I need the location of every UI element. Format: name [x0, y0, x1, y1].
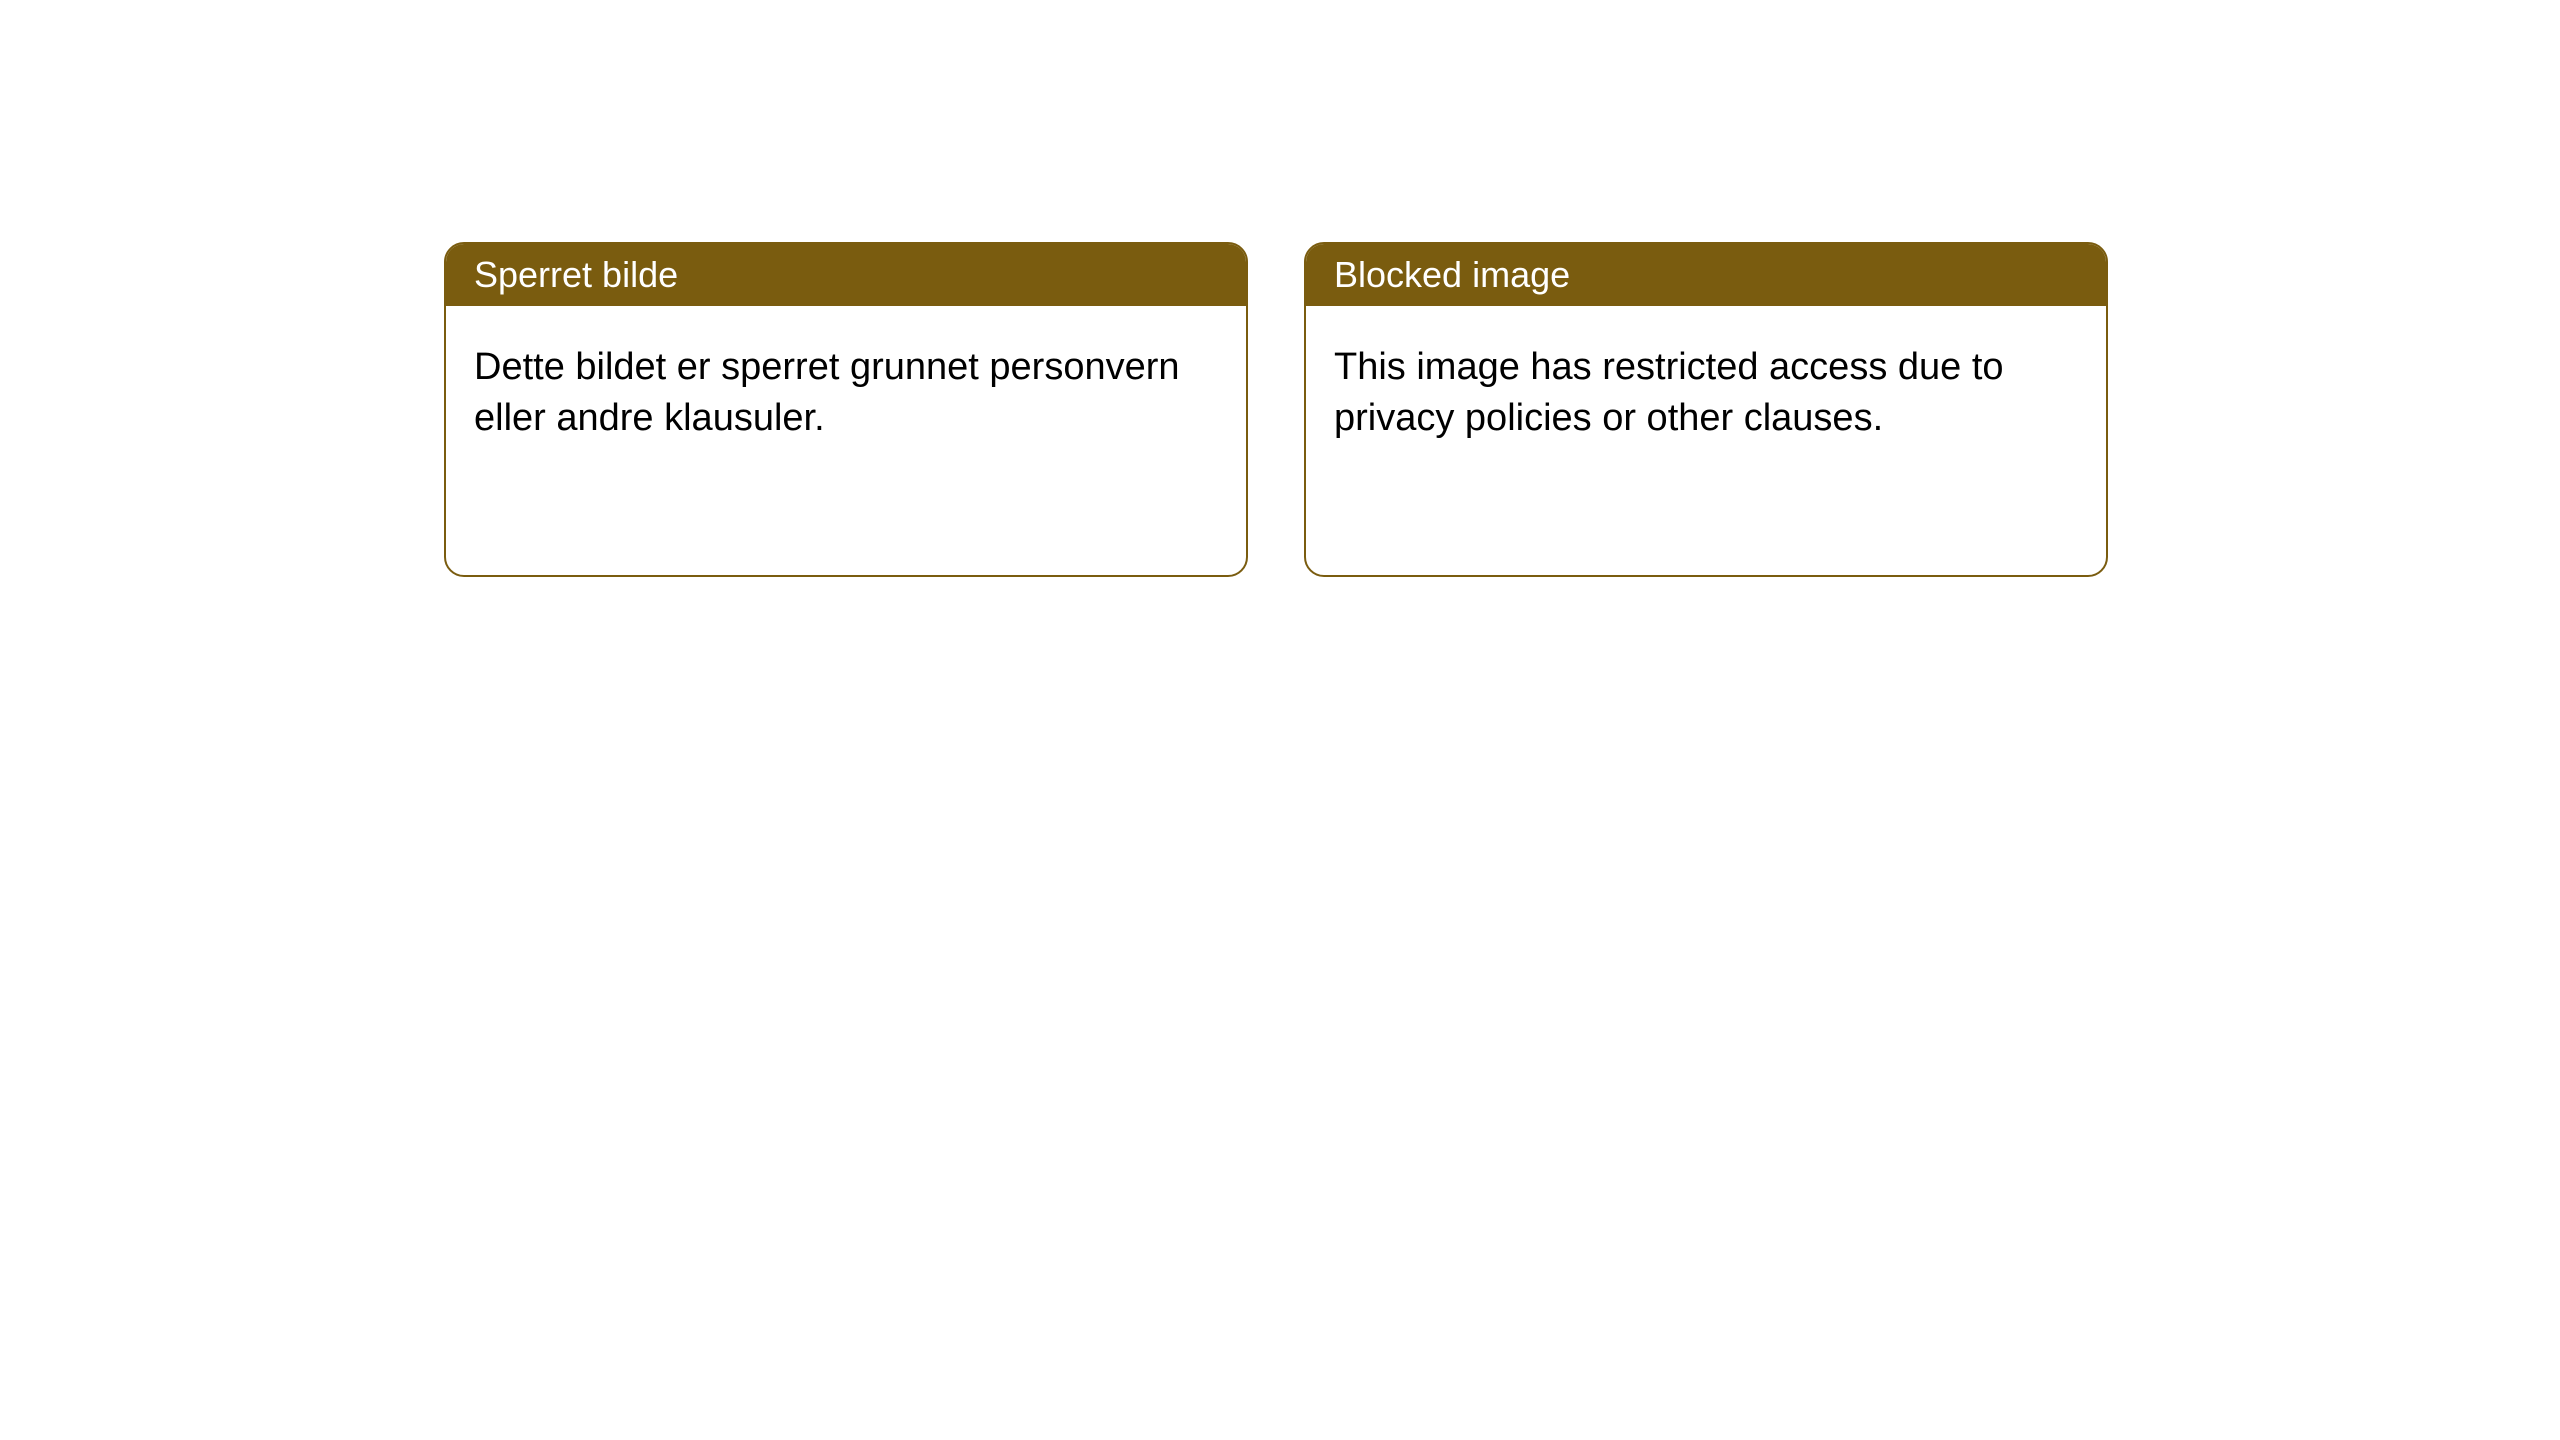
notice-container: Sperret bilde Dette bildet er sperret gr…: [0, 0, 2560, 577]
notice-body: This image has restricted access due to …: [1306, 306, 2106, 481]
notice-card-english: Blocked image This image has restricted …: [1304, 242, 2108, 577]
notice-header: Blocked image: [1306, 244, 2106, 306]
notice-title: Blocked image: [1334, 254, 1570, 296]
notice-title: Sperret bilde: [474, 254, 678, 296]
notice-card-norwegian: Sperret bilde Dette bildet er sperret gr…: [444, 242, 1248, 577]
notice-body-text: This image has restricted access due to …: [1334, 346, 2004, 439]
notice-header: Sperret bilde: [446, 244, 1246, 306]
notice-body-text: Dette bildet er sperret grunnet personve…: [474, 346, 1180, 439]
notice-body: Dette bildet er sperret grunnet personve…: [446, 306, 1246, 481]
